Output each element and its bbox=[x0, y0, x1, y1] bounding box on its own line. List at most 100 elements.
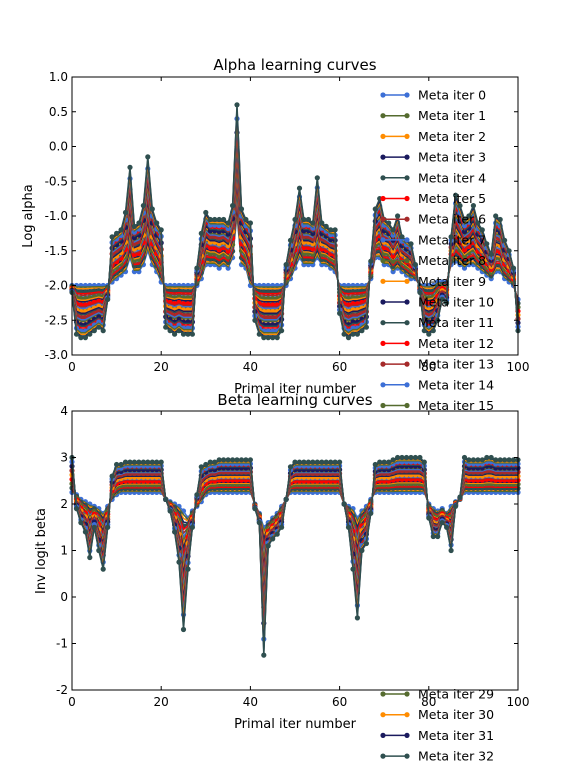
alpha-data-point bbox=[176, 322, 182, 328]
alpha-data-point bbox=[131, 229, 137, 235]
beta-data-point bbox=[252, 506, 258, 512]
legend-label: Meta iter 9 bbox=[418, 274, 486, 289]
legend-label: Meta iter 32 bbox=[418, 749, 494, 764]
alpha-x-tick-label: 20 bbox=[154, 360, 169, 374]
alpha-data-point bbox=[354, 331, 360, 337]
alpha-data-point bbox=[448, 234, 454, 240]
legend-marker bbox=[404, 299, 410, 305]
legend-marker bbox=[380, 402, 386, 409]
beta-data-point bbox=[323, 459, 329, 465]
alpha-data-point bbox=[225, 220, 231, 226]
alpha-data-point bbox=[488, 251, 494, 257]
beta-data-point bbox=[73, 506, 80, 512]
legend-marker bbox=[380, 133, 386, 139]
beta-y-tick-label: 3 bbox=[60, 451, 68, 465]
alpha-data-point bbox=[252, 317, 258, 323]
alpha-data-point bbox=[203, 209, 209, 216]
alpha-data-point bbox=[96, 324, 102, 330]
alpha-data-point bbox=[216, 216, 222, 223]
beta-data-point bbox=[234, 457, 240, 463]
beta-data-point bbox=[163, 496, 169, 502]
legend-marker bbox=[404, 92, 410, 98]
beta-data-point bbox=[506, 457, 512, 463]
beta-data-point bbox=[243, 457, 249, 463]
beta-data-point bbox=[332, 459, 338, 465]
alpha-data-point bbox=[145, 154, 151, 160]
alpha-data-point bbox=[221, 216, 227, 223]
alpha-data-point bbox=[319, 220, 325, 226]
legend-item: Meta iter 32 bbox=[380, 749, 494, 764]
beta-data-point bbox=[377, 459, 383, 465]
beta-data-point bbox=[408, 454, 414, 461]
beta-data-point bbox=[395, 454, 401, 461]
beta-data-point bbox=[216, 457, 222, 463]
beta-data-point bbox=[430, 533, 436, 540]
alpha-data-point bbox=[109, 234, 115, 240]
alpha-data-point bbox=[461, 247, 468, 253]
beta-data-point bbox=[301, 459, 307, 465]
alpha-data-point bbox=[305, 216, 311, 223]
legend-label: Meta iter 29 bbox=[418, 687, 494, 702]
legend-marker bbox=[380, 92, 386, 98]
legend-label: Meta iter 3 bbox=[418, 150, 486, 165]
beta-data-point bbox=[78, 520, 84, 526]
beta-data-point bbox=[390, 457, 396, 463]
alpha-data-point bbox=[395, 213, 401, 219]
beta-data-point bbox=[403, 454, 410, 461]
beta-data-point bbox=[136, 459, 142, 465]
beta-data-point bbox=[470, 457, 476, 463]
beta-data-point bbox=[372, 461, 378, 468]
beta-data-point bbox=[96, 547, 102, 554]
beta-data-point bbox=[261, 652, 267, 658]
alpha-data-point bbox=[412, 262, 418, 268]
legend-marker bbox=[404, 154, 410, 160]
beta-data-point bbox=[345, 524, 352, 530]
beta-data-point bbox=[426, 515, 432, 521]
alpha-data-point bbox=[493, 213, 499, 219]
alpha-data-point bbox=[136, 220, 142, 226]
legend-marker bbox=[404, 237, 410, 243]
alpha-data-point bbox=[122, 209, 129, 216]
alpha-data-point bbox=[105, 296, 111, 302]
legend-label: Meta iter 6 bbox=[418, 212, 486, 227]
alpha-data-point bbox=[194, 265, 200, 271]
legend-item: Meta iter 4 bbox=[380, 170, 486, 185]
beta-data-point bbox=[207, 459, 213, 465]
alpha-data-point bbox=[350, 331, 356, 337]
beta-x-tick-label: 100 bbox=[507, 695, 530, 709]
legend-item: Meta iter 30 bbox=[380, 707, 494, 722]
beta-data-point bbox=[484, 454, 490, 461]
alpha-data-point bbox=[510, 265, 517, 271]
alpha-data-point bbox=[243, 216, 249, 223]
legend-label: Meta iter 1 bbox=[418, 108, 486, 123]
beta-data-point bbox=[154, 459, 160, 465]
beta-data-point bbox=[435, 533, 441, 540]
legend-marker bbox=[404, 216, 410, 222]
alpha-data-point bbox=[390, 263, 396, 269]
alpha-data-point bbox=[461, 265, 468, 271]
beta-data-point bbox=[194, 492, 200, 498]
alpha-data-point bbox=[163, 324, 169, 330]
legend-marker bbox=[380, 216, 386, 222]
alpha-y-tick-label: -3.0 bbox=[45, 348, 68, 362]
alpha-data-point bbox=[337, 310, 343, 316]
alpha-data-point bbox=[332, 227, 338, 233]
alpha-data-point bbox=[118, 227, 124, 233]
beta-y-tick-label: -1 bbox=[56, 637, 68, 651]
alpha-y-axis-label: Log alpha bbox=[21, 184, 36, 247]
alpha-data-point bbox=[230, 203, 236, 209]
legend-marker bbox=[380, 320, 386, 326]
alpha-data-point bbox=[453, 192, 459, 198]
beta-data-point bbox=[466, 457, 472, 463]
alpha-series-lines bbox=[69, 102, 521, 341]
legend-item: Meta iter 31 bbox=[380, 728, 494, 743]
alpha-data-point bbox=[426, 331, 432, 337]
beta-data-point bbox=[180, 626, 187, 633]
alpha-data-point bbox=[225, 254, 231, 260]
legend-marker bbox=[404, 753, 410, 759]
legend-marker bbox=[380, 258, 386, 264]
legend-item: Meta iter 2 bbox=[380, 129, 486, 144]
beta-data-point bbox=[328, 459, 334, 465]
beta-data-point bbox=[296, 459, 303, 465]
alpha-data-point bbox=[225, 248, 231, 254]
